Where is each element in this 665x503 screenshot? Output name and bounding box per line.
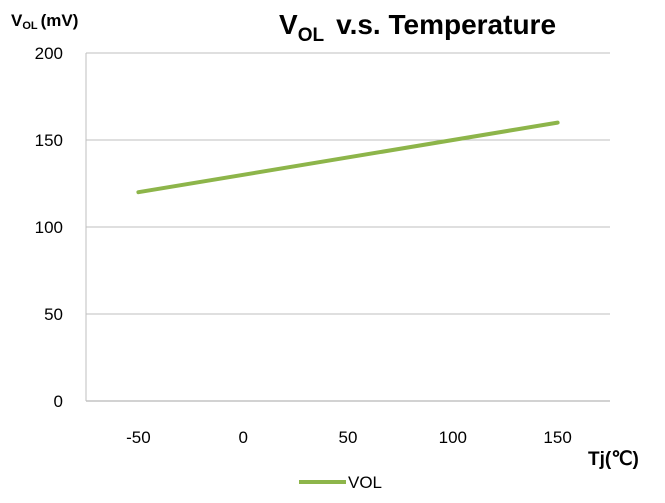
series-layer bbox=[136, 120, 560, 195]
chart-title-sub: OL bbox=[298, 25, 325, 46]
y-axis-label-sub: OL bbox=[22, 20, 38, 32]
y-tick-label: 150 bbox=[35, 131, 63, 150]
y-axis-label-main: V bbox=[11, 11, 23, 30]
legend-label: VOL bbox=[348, 473, 382, 492]
y-tick-label: 0 bbox=[54, 392, 63, 411]
series-line-vol bbox=[136, 120, 560, 195]
x-tick-label: -50 bbox=[126, 428, 151, 447]
x-tick-label: 150 bbox=[543, 428, 571, 447]
grid-layer bbox=[85, 52, 610, 402]
x-tick-label: 50 bbox=[339, 428, 358, 447]
y-tick-label: 200 bbox=[35, 44, 63, 63]
y-axis-label-rest: (mV) bbox=[41, 11, 79, 30]
chart-title: VOL v.s. Temperature bbox=[279, 9, 556, 46]
y-tick-label: 100 bbox=[35, 218, 63, 237]
tick-layer: 0 50 100 150 200 -50 0 50 100 150 bbox=[35, 44, 572, 447]
x-tick-label: 0 bbox=[238, 428, 247, 447]
x-axis-label: Tj(℃) bbox=[588, 449, 639, 470]
chart-title-main: V bbox=[279, 9, 298, 40]
legend: VOL bbox=[299, 473, 382, 492]
x-tick-label: 100 bbox=[439, 428, 467, 447]
y-axis-label: VOL (mV) bbox=[11, 11, 78, 32]
y-tick-label: 50 bbox=[44, 305, 63, 324]
chart-title-rest: v.s. Temperature bbox=[336, 9, 556, 40]
